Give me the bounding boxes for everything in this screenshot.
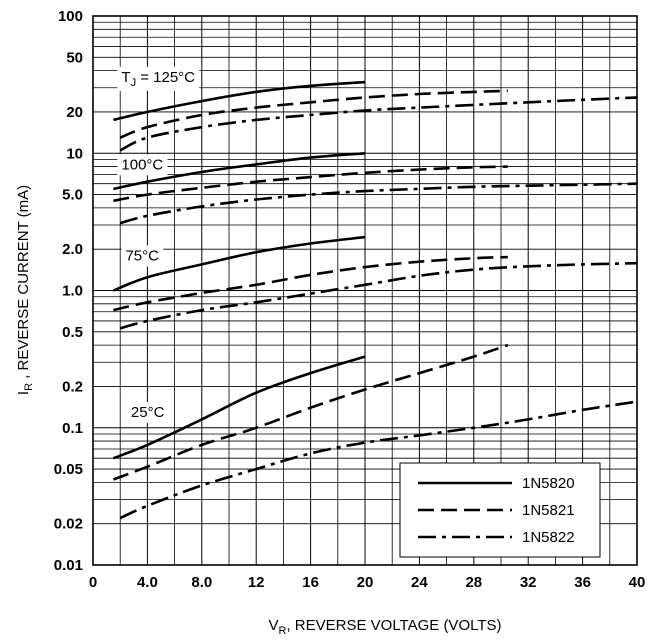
y-tick-label: 0.1 [62,420,83,437]
plot-border [92,15,638,566]
curve-1n5821-100c [113,165,508,203]
temp-label-main: T [121,69,130,86]
x-axis-title-main: V [268,617,278,634]
curve-1n5820-125c [113,80,366,122]
y-tick-label: 0.2 [62,378,83,395]
temperature-label-text: 75°C [125,247,159,264]
curve-1n5822-125c [119,96,638,152]
temperature-label: 100°C [117,154,168,176]
y-tick-label: 2.0 [62,241,83,258]
temperature-labels: TJ = 125°C 100°C 75°C 25°C [117,66,200,424]
y-tick-label: 20 [66,104,83,121]
y-tick-label: 0.02 [54,516,83,533]
y-axis-title: IR , REVERSE CURRENT (mA) [15,185,35,395]
temperature-label: 75°C [121,245,164,267]
y-tick-label: 0.05 [54,461,83,478]
temp-label-rest: = 125°C [136,69,195,86]
x-axis-title-rest: , REVERSE VOLTAGE (VOLTS) [286,617,501,634]
temperature-label-text: TJ = 125°C [121,69,195,89]
x-tick-label: 16 [302,574,319,591]
x-axis-title-sub: R [279,625,287,637]
temperature-label-bg [121,245,164,267]
y-tick-label: 5.0 [62,187,83,204]
x-tick-label: 40 [629,574,646,591]
temperature-label: 25°C [126,402,169,424]
curve-1n5822-100c [119,182,638,225]
y-axis-title-main: I [15,391,32,395]
curve-1n5820-100c [113,152,366,191]
legend-label-1n5821: 1N5821 [522,502,575,519]
legend: 1N5820 1N5821 1N5822 [399,462,601,558]
temp-label-main: 25°C [131,404,165,421]
temperature-label-bg [117,66,200,91]
curve-1n5820-75c [112,235,366,292]
curve-1n5822-75c [119,261,638,330]
x-tick-label: 24 [411,574,428,591]
temp-label-main: 75°C [125,247,159,264]
y-axis-title-sub: R [23,383,35,391]
curve-1n5820-25c [112,355,366,460]
curve-1n5821-25c [112,343,509,481]
y-tick-label: 0.5 [62,324,83,341]
temperature-label: TJ = 125°C [117,66,200,91]
temperature-label-text: 25°C [131,404,165,421]
x-axis-title: VR, REVERSE VOLTAGE (VOLTS) [268,617,501,637]
y-axis-title-rest: , REVERSE CURRENT (mA) [15,185,32,383]
temperature-label-bg [126,402,169,424]
legend-label-1n5820: 1N5820 [522,475,575,492]
x-tick-label: 20 [357,574,374,591]
temp-label-main: 100°C [121,156,163,173]
x-tick-label: 32 [520,574,537,591]
y-tick-label: 0.01 [54,557,83,574]
tick-labels: 0.01 0.02 0.05 0.1 0.2 0.5 1.0 2.0 5.0 10 20 50 100 0… [54,8,646,591]
x-tick-label: 28 [465,574,482,591]
legend-label-1n5822: 1N5822 [522,529,575,546]
x-tick-label: 12 [248,574,265,591]
curve-1n5822-25c [119,400,638,520]
y-tick-label: 50 [66,49,83,66]
curve-1n5821-75c [113,255,508,312]
curve-1n5821-125c [119,89,508,139]
curves [112,80,638,520]
y-tick-label: 100 [58,8,83,25]
x-tick-label: 8.0 [191,574,212,591]
temp-label-sub: J [131,77,137,89]
x-tick-label: 0 [89,574,97,591]
temperature-label-text: 100°C [121,156,163,173]
x-tick-label: 4.0 [137,574,158,591]
y-tick-label: 1.0 [62,283,83,300]
x-tick-label: 36 [574,574,591,591]
y-tick-label: 10 [66,145,83,162]
temperature-label-bg [117,154,168,176]
plot-frame [92,15,638,566]
